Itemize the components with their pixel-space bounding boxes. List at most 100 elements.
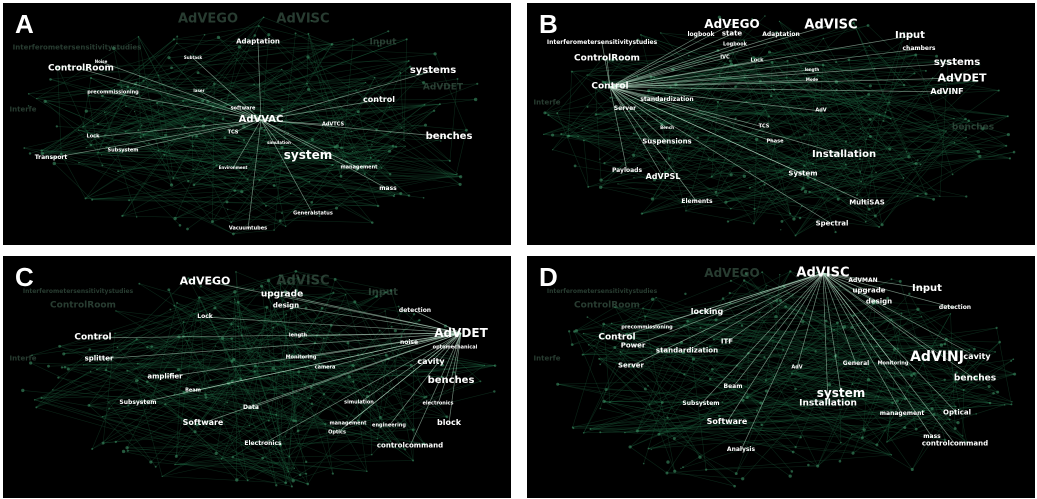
graph-node [835, 61, 838, 64]
graph-node [718, 75, 721, 77]
graph-node [582, 139, 585, 142]
graph-edge [57, 66, 103, 166]
graph-node [279, 282, 281, 285]
graph-edge [610, 73, 915, 98]
graph-node [404, 448, 407, 451]
term-label: Interfe [9, 105, 37, 114]
graph-node [318, 215, 321, 218]
graph-edge [92, 176, 461, 201]
graph-edge [104, 83, 136, 113]
graph-node [543, 111, 547, 115]
graph-edge [968, 341, 1000, 377]
graph-node [785, 76, 788, 79]
graph-edge [684, 324, 906, 400]
graph-node [988, 401, 992, 405]
graph-edge [785, 306, 969, 377]
hub-edge [686, 272, 824, 352]
graph-node [332, 291, 335, 294]
graph-node [953, 117, 955, 120]
graph-node [425, 395, 428, 398]
graph-node [764, 389, 768, 393]
graph-edge [576, 297, 657, 332]
graph-node [842, 325, 847, 329]
term-label: detection [398, 307, 432, 314]
graph-node [890, 278, 893, 281]
graph-edge [192, 132, 289, 170]
graph-node [329, 324, 333, 327]
term-label: AdVEGO [177, 11, 239, 27]
graph-edge [668, 348, 835, 406]
graph-edge [573, 406, 956, 429]
graph-node [698, 455, 702, 459]
graph-edge [719, 376, 969, 417]
graph-node [307, 32, 310, 35]
graph-edge [809, 191, 927, 195]
graph-edge [117, 84, 397, 148]
graph-edge [348, 376, 391, 442]
graph-node [953, 141, 956, 144]
graph-edge [78, 162, 242, 193]
graph-edge [164, 154, 395, 195]
graph-node [230, 221, 233, 224]
graph-edge [814, 64, 824, 180]
hub-edge [260, 119, 389, 190]
graph-node [897, 348, 899, 350]
hub-edge [609, 86, 668, 143]
graph-edge [96, 291, 236, 370]
term-label: optomechanical [432, 344, 478, 351]
graph-edge [664, 45, 870, 173]
graph-edge [640, 34, 891, 119]
graph-node [604, 388, 608, 392]
hub-edge [262, 332, 462, 445]
graph-edge [654, 18, 753, 180]
graph-node [82, 364, 85, 366]
graph-edge [568, 62, 773, 137]
graph-node [859, 128, 862, 130]
graph-node [764, 379, 767, 382]
graph-edge [403, 140, 461, 185]
graph-node [759, 401, 763, 405]
graph-node [296, 429, 300, 433]
term-label: precommissioning [87, 89, 139, 96]
graph-node [764, 15, 766, 17]
graph-node [905, 151, 908, 153]
graph-edge [753, 45, 870, 58]
graph-edge [295, 271, 391, 291]
graph-edge [357, 396, 368, 421]
graph-edge [325, 424, 334, 474]
graph-edge [138, 89, 309, 131]
graph-node [908, 292, 911, 295]
graph-edge [661, 124, 687, 211]
graph-edge [641, 115, 1008, 214]
hub-edge [609, 86, 845, 156]
graph-node [198, 296, 201, 299]
graph-edge [125, 105, 265, 131]
graph-edge [661, 118, 736, 125]
graph-edge [261, 285, 325, 395]
graph-edge [122, 126, 186, 217]
graph-node [740, 324, 744, 327]
graph-edge [106, 39, 407, 148]
graph-node [886, 441, 888, 443]
panel-label: B [539, 9, 558, 39]
term-label: Server [613, 105, 637, 112]
graph-node [728, 291, 731, 295]
graph-edge [41, 371, 91, 399]
graph-edge [285, 394, 325, 484]
term-label: Vacuumtubes [228, 225, 268, 232]
graph-node [253, 364, 257, 368]
graph-edge [83, 358, 374, 366]
graph-node [294, 269, 298, 273]
graph-edge [743, 280, 796, 390]
graph-edge [886, 391, 998, 443]
graph-node [388, 149, 392, 153]
graph-edge [779, 21, 847, 165]
graph-node [587, 344, 590, 346]
graph-edge [633, 133, 709, 160]
graph-edge [552, 39, 639, 150]
graph-node [378, 415, 383, 420]
graph-node [333, 277, 337, 281]
graph-node [866, 24, 870, 27]
graph-edge [835, 301, 875, 357]
graph-node [33, 399, 36, 401]
